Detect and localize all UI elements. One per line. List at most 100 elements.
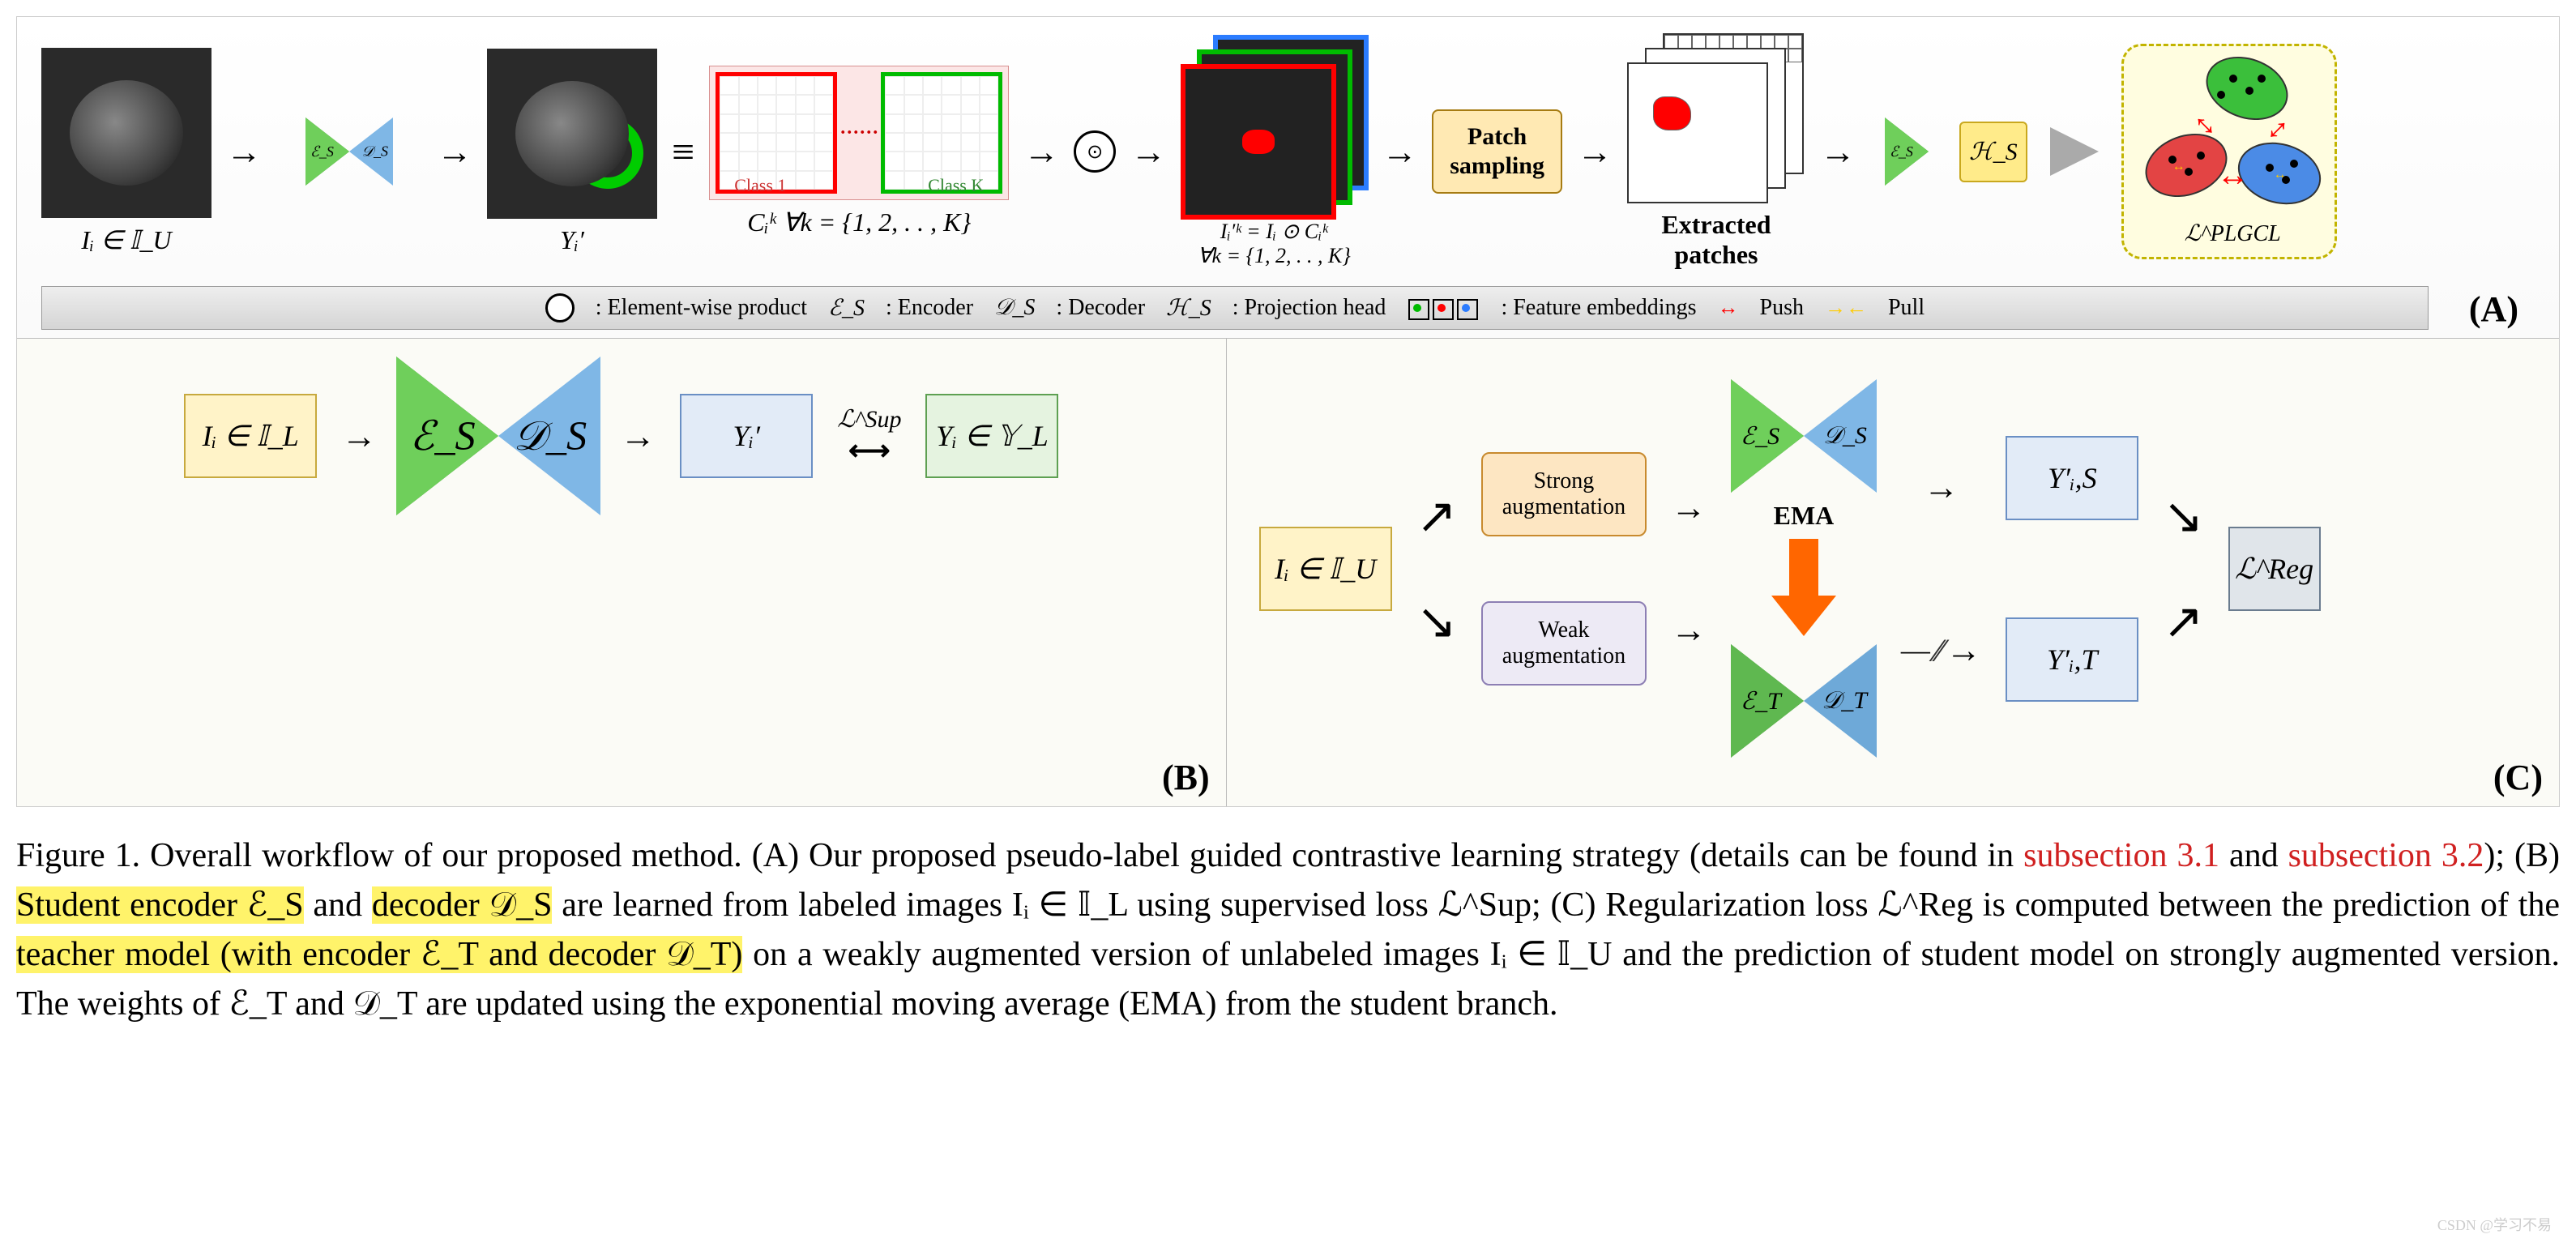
class-maps-icon: ······ Class 1 Class K [709, 66, 1009, 200]
dec-t-label: 𝒟_T [1822, 687, 1867, 715]
panelc-branch-arrows: ↗ ↘ [1416, 488, 1457, 650]
legend-pull-text: Pull [1888, 295, 1925, 321]
curve-down-arrow-icon: ↘ [2163, 488, 2203, 545]
legend-odot-icon [545, 293, 575, 322]
legend-dec-text: : Decoder [1056, 295, 1145, 321]
arrow-icon: → [341, 416, 377, 457]
caption-hl2: decoder 𝒟_S [372, 886, 553, 924]
ema-arrow-icon [1771, 539, 1836, 636]
panelb-gt-box: Yᵢ ∈ 𝕐_L [925, 394, 1058, 478]
pull-arrow-icon: ↔ [2274, 168, 2287, 182]
mri-input-icon [41, 48, 211, 218]
input-image-block: Iᵢ ∈ 𝕀_U [41, 48, 211, 255]
encoder2-icon: ℰ_S [1885, 117, 1929, 186]
legend-bar: : Element-wise product ℰ_S : Encoder 𝒟_S… [41, 286, 2429, 330]
panelc-input-box: Iᵢ ∈ 𝕀_U [1259, 527, 1392, 611]
feat-red-icon [1433, 299, 1454, 320]
pull-legend-icon: →← [1825, 296, 1867, 320]
caption-part2: and [304, 886, 372, 924]
panel-a-corner-label: (A) [2453, 288, 2535, 330]
arrow-icon: → [1023, 131, 1059, 173]
panelc-student-encdec-icon: ℰ_S 𝒟_S [1731, 379, 1877, 493]
curve-down-arrow-icon: ↘ [1416, 593, 1457, 650]
stacked-patches-icon [1627, 33, 1805, 203]
encoder-decoder-icon: ℰ_S 𝒟_S [305, 117, 393, 186]
arrow-icon: → [226, 131, 262, 173]
contrastive-loss-box: ↔ ↔ ↔ ↔ ↔ ℒ^PLGCL [2121, 44, 2337, 259]
strong-aug-label2: augmentation [1502, 494, 1625, 520]
extracted-patches-block: Extracted patches [1627, 33, 1805, 270]
panel-c-pipeline: Iᵢ ∈ 𝕀_U ↗ ↘ Strong augmentation Weak au… [1259, 379, 2527, 758]
encoder-label: ℰ_S [310, 143, 334, 160]
mask-red-icon [1181, 64, 1336, 220]
class-formula: Cᵢᵏ ∀k = {1, 2, . . , K} [747, 207, 971, 237]
seg-green-icon [572, 117, 643, 189]
pred-s-box: Y′ᵢ,S [2006, 436, 2138, 520]
masked-formula-1: Iᵢ′ᵏ = Iᵢ ⊙ Cᵢᵏ [1220, 220, 1328, 244]
figure-wrapper: Iᵢ ∈ 𝕀_U → ℰ_S 𝒟_S → Yᵢ′ ≡ [16, 16, 2560, 807]
decoder-label: 𝒟_S [362, 143, 388, 160]
pred-t-box: Y′ᵢ,T [2006, 617, 2138, 702]
seg-red-icon [560, 105, 588, 138]
encoder-proj-block: ℰ_S ℋ_S [1870, 95, 2027, 208]
caption-fignum: Figure 1. [16, 837, 140, 874]
caption-part0: Overall workflow of our proposed method.… [150, 837, 2023, 874]
patch-sampling-box: Patch sampling [1432, 109, 1562, 194]
bidir-arrow-icon: ⟷ [848, 434, 891, 467]
panelb-enc-label: ℰ_S [410, 412, 476, 460]
curve-up-arrow-icon: ↗ [1416, 488, 1457, 545]
seg-blue-icon [591, 135, 623, 167]
mri-seg-icon [487, 49, 657, 219]
input-label: Iᵢ ∈ 𝕀_U [81, 224, 171, 255]
panel-c: Iᵢ ∈ 𝕀_U ↗ ↘ Strong augmentation Weak au… [1227, 339, 2559, 806]
encoder2-label: ℰ_S [1890, 143, 1913, 160]
big-arrow-icon [2050, 127, 2099, 176]
class-maps-block: ······ Class 1 Class K Cᵢᵏ ∀k = {1, 2, .… [709, 66, 1009, 237]
masked-formula-2: ∀k = {1, 2, . . , K} [1198, 244, 1351, 268]
panelc-arrows-col3: → —⁄⁄→ [1901, 467, 1981, 671]
panelb-pred-box: Yᵢ′ [680, 394, 813, 478]
legend-push-text: Push [1760, 295, 1804, 321]
watermark: CSDN @学习不易 [2437, 1214, 2552, 1235]
panel-c-corner-label: (C) [2493, 757, 2543, 798]
reg-loss-box: ℒ^Reg [2228, 527, 2321, 611]
legend-dec-sym: 𝒟_S [994, 295, 1035, 321]
ema-label: EMA [1774, 501, 1835, 531]
curve-up-arrow-icon: ↗ [2163, 593, 2203, 650]
loss-label: ℒ^PLGCL [2185, 220, 2281, 247]
panelc-teacher-encdec-icon: ℰ_T 𝒟_T [1731, 644, 1877, 758]
extracted-label2: patches [1674, 240, 1758, 270]
classk-caption: Class K [928, 175, 984, 196]
panelb-loss-block: ℒ^Sup ⟷ [837, 405, 901, 468]
arrow-icon: → [1671, 609, 1707, 651]
arrow-icon: → [1577, 131, 1613, 173]
caption-part1: ); (B) [2484, 837, 2560, 874]
ellipsis-icon: ······ [839, 122, 878, 144]
class1-caption: Class 1 [734, 175, 786, 196]
panel-b-corner-label: (B) [1162, 757, 1210, 798]
masked-images-block: Iᵢ′ᵏ = Iᵢ ⊙ Cᵢᵏ ∀k = {1, 2, . . , K} [1181, 35, 1367, 268]
panelb-loss-label: ℒ^Sup [837, 405, 901, 434]
caption-link1[interactable]: subsection 3.1 [2023, 837, 2219, 874]
classk-grid-icon [885, 76, 998, 190]
caption-hl3: teacher model (with encoder ℰ_T and deco… [16, 936, 742, 973]
panel-a-pipeline: Iᵢ ∈ 𝕀_U → ℰ_S 𝒟_S → Yᵢ′ ≡ [41, 33, 2535, 270]
prediction-block: Yᵢ′ [487, 49, 657, 255]
figure-caption: Figure 1. Overall workflow of our propos… [16, 831, 2560, 1029]
arrow-icon: → [620, 416, 656, 457]
weak-aug-label2: augmentation [1502, 643, 1625, 669]
feat-blue-icon [1457, 299, 1478, 320]
feat-green-icon [1408, 299, 1429, 320]
stop-grad-icon: —⁄⁄→ [1901, 630, 1981, 671]
arrow-icon: → [1820, 131, 1856, 173]
arrow-icon: → [1671, 487, 1707, 528]
panelc-aug-col: Strong augmentation Weak augmentation [1481, 452, 1647, 686]
dec-s-label: 𝒟_S [1823, 422, 1867, 450]
caption-link2[interactable]: subsection 3.2 [2288, 837, 2484, 874]
bottom-row: Iᵢ ∈ 𝕀_L → ℰ_S 𝒟_S → Yᵢ′ ℒ^Sup ⟷ Yᵢ ∈ 𝕐_… [17, 339, 2559, 806]
panelc-merge-arrows: ↘ ↗ [2163, 488, 2203, 650]
enc-s-label: ℰ_S [1741, 422, 1779, 451]
caption-part3: are learned from labeled images Iᵢ ∈ 𝕀_L… [552, 886, 2560, 924]
caption-hl1: Student encoder ℰ_S [16, 886, 304, 924]
arrow-icon: → [1382, 131, 1417, 173]
